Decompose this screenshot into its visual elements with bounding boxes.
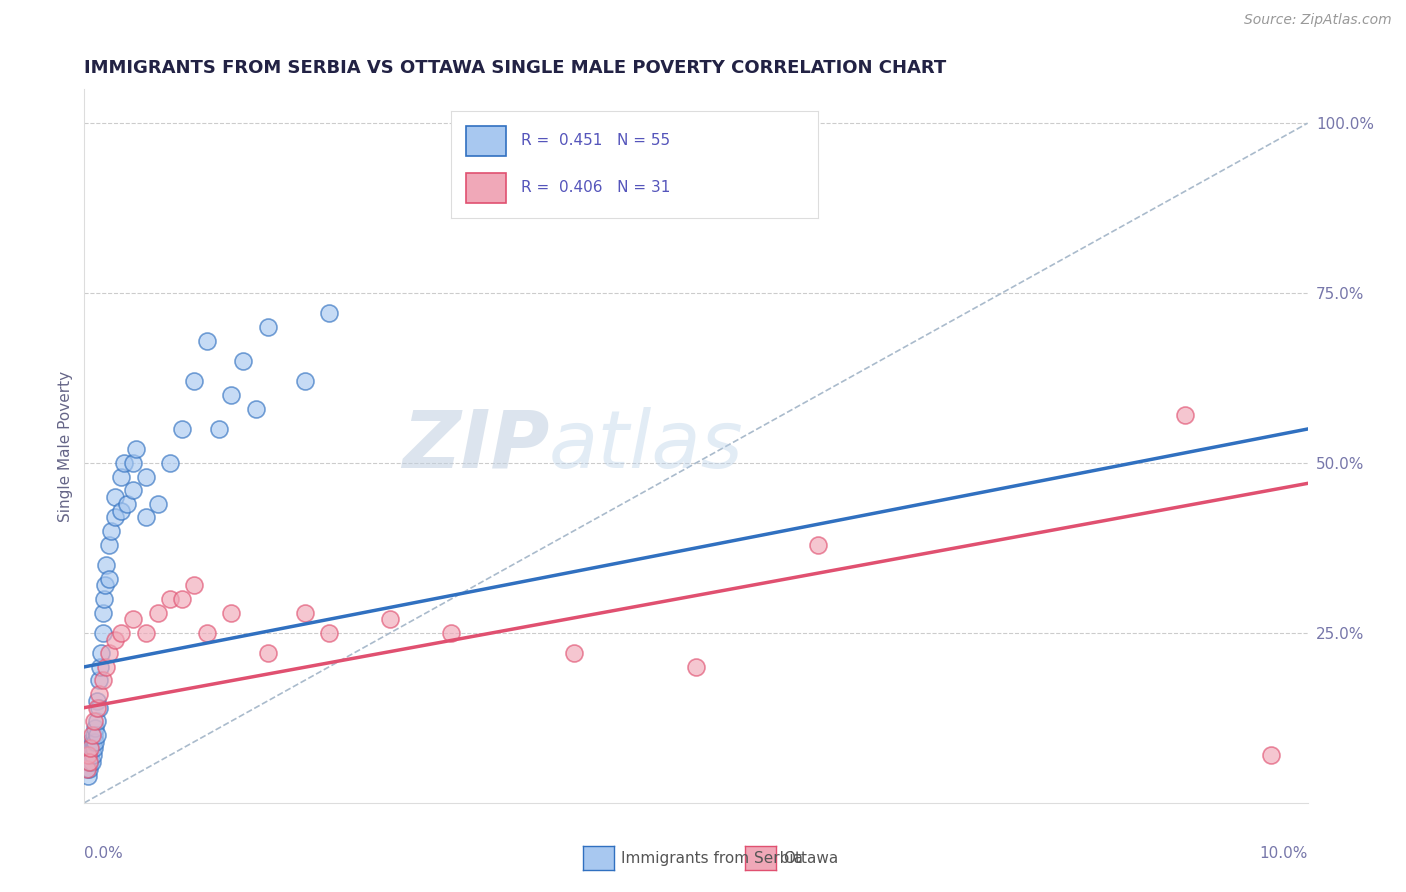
Point	[195, 626, 218, 640]
Point	[77, 741, 100, 756]
Point	[110, 469, 132, 483]
Point	[159, 456, 181, 470]
Point	[135, 510, 157, 524]
Point	[97, 572, 120, 586]
Point	[100, 524, 122, 538]
Point	[79, 755, 101, 769]
Point	[86, 700, 108, 714]
Point	[84, 721, 107, 735]
Point	[122, 612, 145, 626]
Point	[1260, 748, 1282, 763]
Point	[93, 591, 115, 606]
Text: IMMIGRANTS FROM SERBIA VS OTTAWA SINGLE MALE POVERTY CORRELATION CHART: IMMIGRANTS FROM SERBIA VS OTTAWA SINGLE …	[84, 59, 946, 77]
Point	[125, 442, 148, 457]
Point	[77, 769, 100, 783]
Point	[195, 334, 218, 348]
Point	[86, 714, 108, 729]
Point	[77, 762, 100, 776]
Point	[135, 469, 157, 483]
Point	[135, 626, 157, 640]
Point	[685, 660, 707, 674]
Point	[96, 660, 118, 674]
Point	[79, 741, 101, 756]
Point	[97, 537, 120, 551]
Point	[219, 388, 242, 402]
Point	[294, 375, 316, 389]
Bar	[465, 126, 506, 155]
Point	[294, 606, 316, 620]
Point	[146, 497, 169, 511]
Point	[232, 354, 254, 368]
Text: R =  0.406   N = 31: R = 0.406 N = 31	[522, 180, 671, 195]
Point	[1174, 409, 1197, 423]
Point	[82, 734, 104, 748]
Point	[79, 748, 101, 763]
Point	[104, 490, 127, 504]
Point	[112, 456, 135, 470]
Point	[110, 626, 132, 640]
Point	[146, 606, 169, 620]
Text: 0.0%: 0.0%	[84, 846, 124, 861]
Point	[82, 748, 104, 763]
Point	[76, 748, 98, 763]
Text: ZIP: ZIP	[402, 407, 550, 485]
Text: 10.0%: 10.0%	[1260, 846, 1308, 861]
Point	[245, 401, 267, 416]
Point	[76, 762, 98, 776]
Text: Source: ZipAtlas.com: Source: ZipAtlas.com	[1244, 13, 1392, 28]
Point	[183, 375, 205, 389]
Point	[380, 612, 402, 626]
Point	[83, 728, 105, 742]
Point	[94, 578, 117, 592]
Point	[318, 306, 340, 320]
Point	[87, 673, 110, 688]
Point	[86, 728, 108, 742]
Text: R =  0.451   N = 55: R = 0.451 N = 55	[522, 133, 671, 148]
Point	[89, 660, 111, 674]
Point	[77, 748, 100, 763]
Point	[77, 755, 100, 769]
Point	[318, 626, 340, 640]
Point	[83, 741, 105, 756]
Point	[115, 497, 138, 511]
Point	[219, 606, 242, 620]
Point	[257, 646, 280, 660]
Point	[90, 646, 112, 660]
Point	[104, 632, 127, 647]
Text: Ottawa: Ottawa	[783, 851, 838, 865]
Point	[104, 510, 127, 524]
Point	[80, 755, 103, 769]
Point	[77, 755, 100, 769]
Point	[807, 537, 830, 551]
Point	[96, 558, 118, 572]
Point	[84, 734, 107, 748]
Point	[91, 626, 114, 640]
Point	[183, 578, 205, 592]
Point	[257, 320, 280, 334]
Point	[79, 734, 101, 748]
Point	[87, 700, 110, 714]
Point	[97, 646, 120, 660]
Point	[172, 422, 194, 436]
Bar	[465, 173, 506, 202]
Point	[440, 626, 463, 640]
Point	[122, 483, 145, 498]
Text: atlas: atlas	[550, 407, 744, 485]
Point	[80, 728, 103, 742]
Point	[91, 673, 114, 688]
Point	[86, 694, 108, 708]
Point	[122, 456, 145, 470]
Point	[91, 606, 114, 620]
Point	[562, 646, 585, 660]
Point	[110, 503, 132, 517]
Point	[159, 591, 181, 606]
Point	[172, 591, 194, 606]
Point	[83, 714, 105, 729]
Point	[80, 741, 103, 756]
Point	[76, 762, 98, 776]
Point	[87, 687, 110, 701]
Y-axis label: Single Male Poverty: Single Male Poverty	[58, 370, 73, 522]
Point	[208, 422, 231, 436]
Text: Immigrants from Serbia: Immigrants from Serbia	[621, 851, 803, 865]
